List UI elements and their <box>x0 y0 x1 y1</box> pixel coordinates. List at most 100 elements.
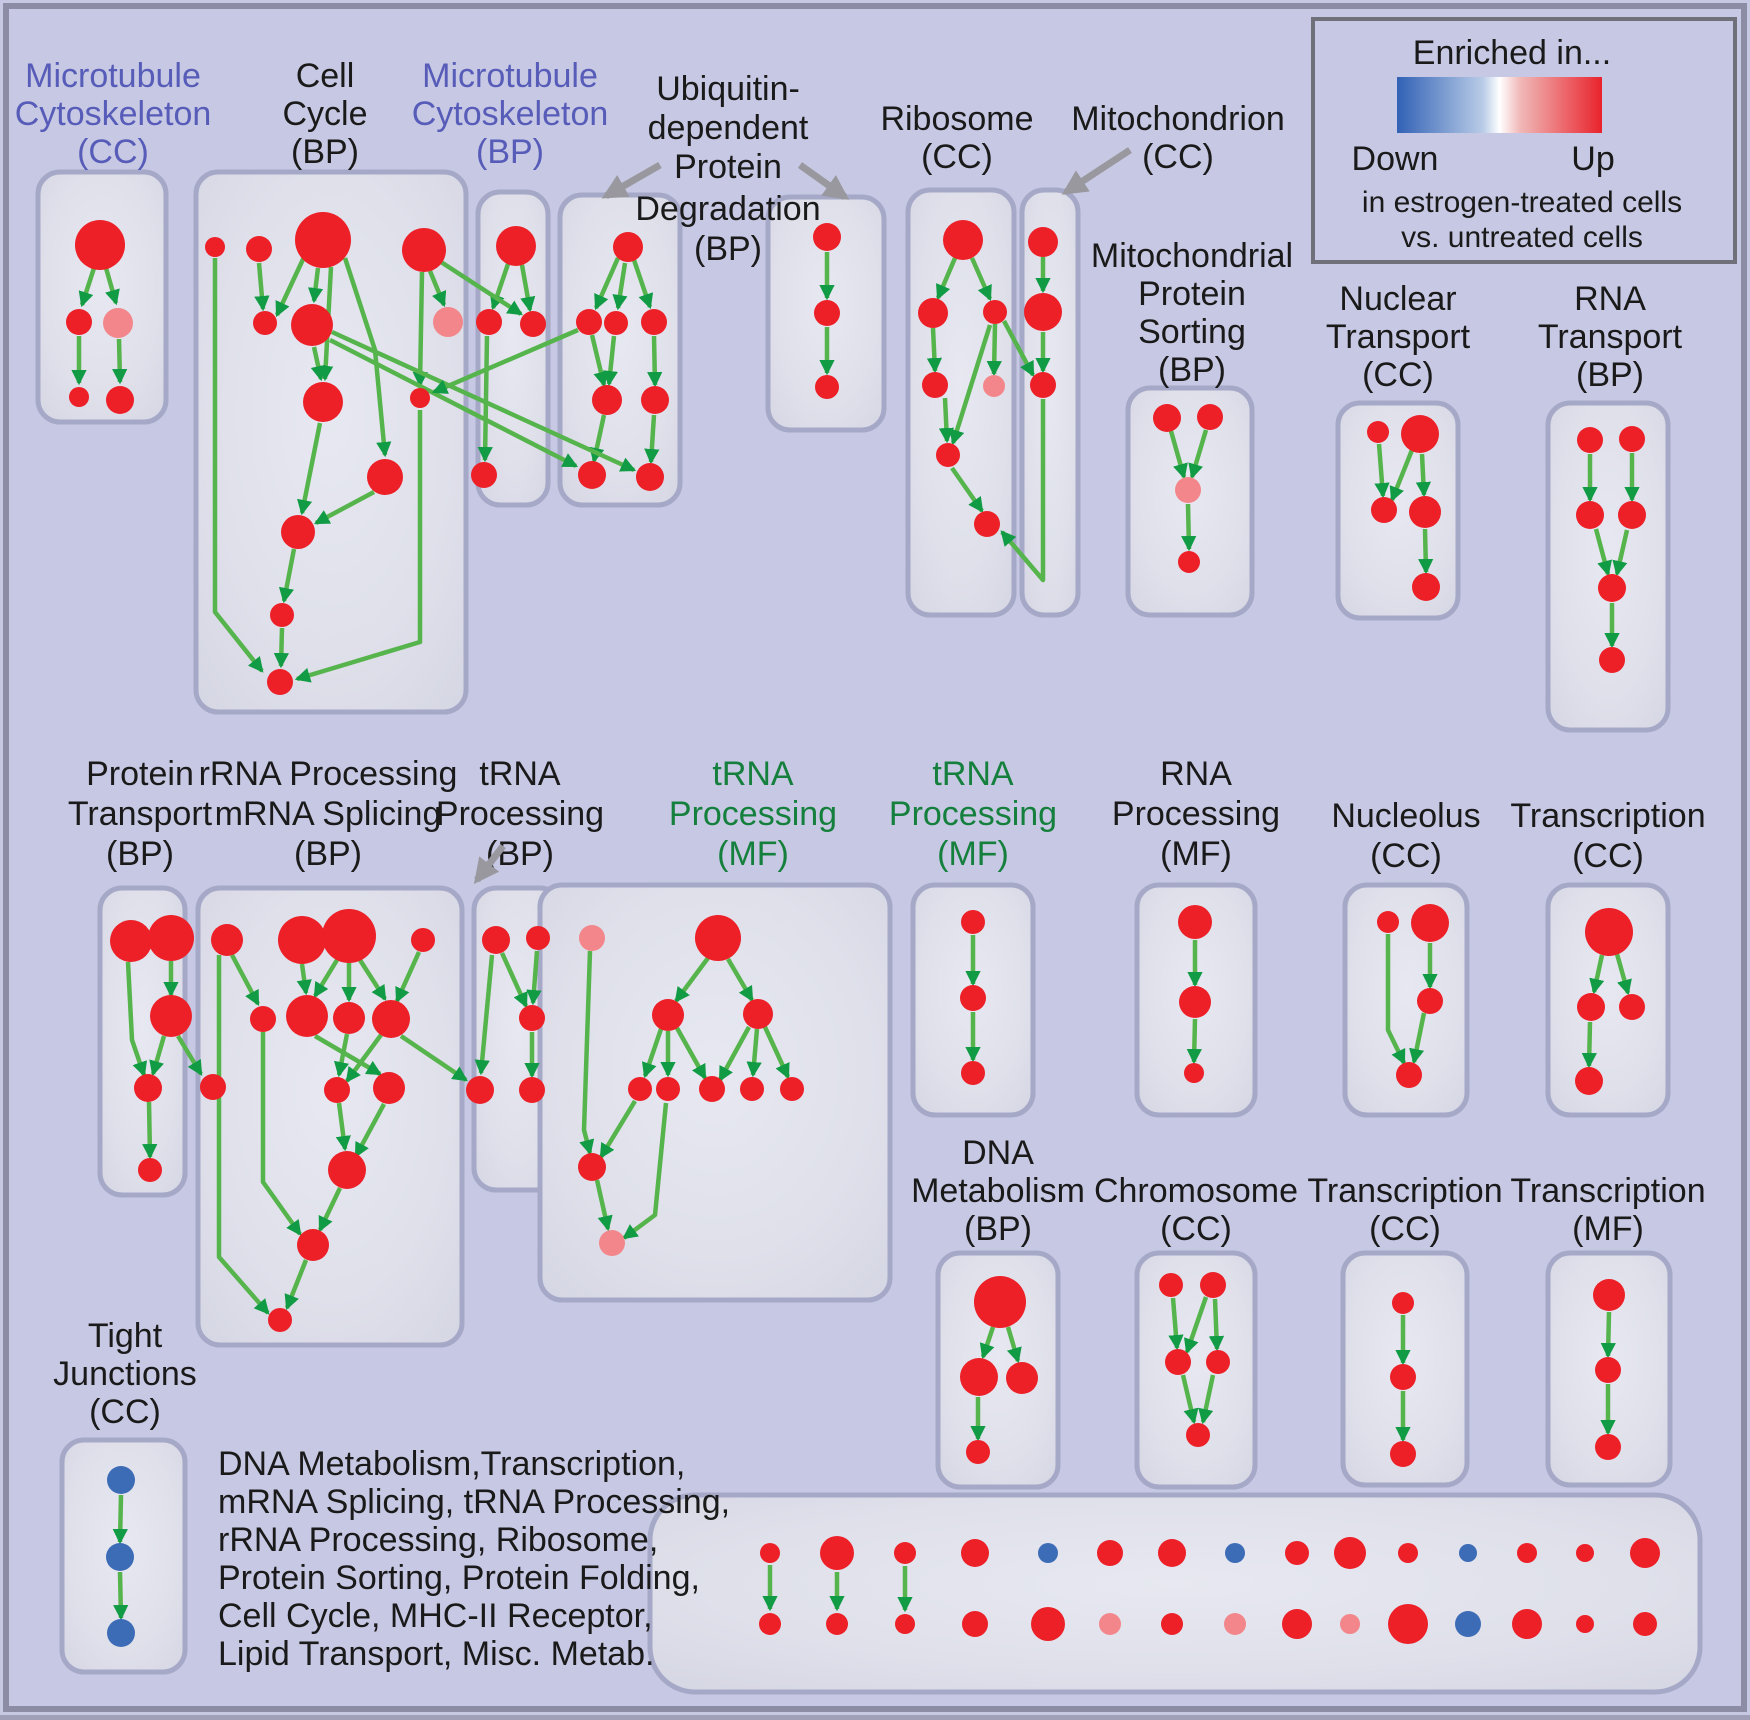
bottom-box-node-red <box>826 1613 848 1635</box>
trna-processing-mf-small-node <box>961 910 985 934</box>
rna-transport-bp-node <box>1576 501 1604 529</box>
nucleolus-cc-edge <box>1385 934 1407 1066</box>
trna-processing-mf-small-node <box>961 1061 985 1085</box>
rna-transport-bp-node <box>1618 501 1646 529</box>
trna-processing-mf-large-node <box>743 999 773 1029</box>
ubiquitin-bp-right-label: Ubiquitin- <box>656 70 800 108</box>
microtubule-cc-node <box>103 308 133 338</box>
cell-cycle-bp-edge <box>274 254 308 318</box>
legend-up-label: Up <box>1571 140 1614 178</box>
chromosome-cc-edge <box>1184 1296 1209 1355</box>
rna-processing-mf-label: Processing <box>1112 795 1280 833</box>
rrna-mrna-bp-edge <box>335 1102 351 1152</box>
ubiquitin-bp-left-edge <box>612 262 628 311</box>
ubiquitin-bp-left-node <box>641 309 667 335</box>
cross-cluster-edge <box>431 327 579 395</box>
chromosome-cc-edge <box>1208 1298 1225 1352</box>
nuclear-transport-cc-node <box>1367 421 1389 443</box>
cell-cycle-bp-edge <box>427 270 447 308</box>
chromosome-cc-edge <box>1198 1374 1216 1425</box>
trna-processing-mf-large-node <box>579 925 605 951</box>
rrna-mrna-bp-edge <box>354 1102 386 1159</box>
rna-transport-bp-label: Transport <box>1538 318 1683 356</box>
misc-categories-text: DNA Metabolism,Transcription, <box>218 1445 685 1483</box>
ubiquitin-bp-right-node <box>814 300 840 326</box>
bottom-box-node-blue <box>1459 1544 1477 1562</box>
cell-cycle-bp-node <box>281 515 315 549</box>
rrna-mrna-bp-edge <box>284 1259 309 1311</box>
chromosome-cc-node <box>1159 1273 1183 1297</box>
trna-processing-mf-large-node <box>578 1153 606 1181</box>
mitochondrion-callout-arrow <box>1061 147 1132 195</box>
microtubule-cc-edge <box>103 267 120 306</box>
cross-cluster-edge <box>176 1034 203 1076</box>
bottom-box-node-red <box>1161 1613 1183 1635</box>
dna-metabolism-bp-label: DNA <box>962 1134 1034 1172</box>
legend-down-label: Down <box>1352 140 1439 178</box>
transcription-mf-node <box>1595 1357 1621 1383</box>
trna-processing-mf-large-edge <box>762 1026 791 1080</box>
cell-cycle-bp-edge <box>294 410 423 683</box>
microtubule-bp-node <box>476 309 502 335</box>
rna-transport-bp-label: (BP) <box>1576 356 1644 394</box>
legend-title: Enriched in... <box>1413 34 1611 72</box>
cell-cycle-bp-node <box>410 388 430 408</box>
ubiquitin-bp-right-label: dependent <box>648 109 809 147</box>
trna-processing-bp-node <box>526 926 550 950</box>
cell-cycle-bp-label: Cell <box>296 57 355 95</box>
bottom-box-node-red <box>759 1613 781 1635</box>
tight-junctions-cc-node <box>106 1543 134 1571</box>
mitochondrion-cc-node <box>1028 227 1058 257</box>
trna-processing-bp-edge <box>474 954 495 1076</box>
microtubule-cc-node <box>106 386 134 414</box>
trna-processing-mf-large-node <box>656 1077 680 1101</box>
ribosome-cc-label: Ribosome <box>880 100 1033 138</box>
nucleolus-cc-edge <box>1409 1012 1427 1065</box>
cell-cycle-bp-node <box>291 304 333 346</box>
legend-subtitle-line1: in estrogen-treated cells <box>1362 186 1682 219</box>
bottom-box-node-red <box>894 1542 916 1564</box>
trna-processing-mf-small-label: Processing <box>889 795 1057 833</box>
nuclear-transport-cc-node <box>1371 497 1397 523</box>
rrna-mrna-bp-node <box>211 924 243 956</box>
ribosome-cc-edge <box>950 466 984 513</box>
protein-transport-bp-label: Transport <box>68 795 213 833</box>
chromosome-cc-edge <box>1180 1374 1199 1425</box>
misc-categories-text: rRNA Processing, Ribosome, <box>218 1521 658 1559</box>
cross-cluster-edge <box>331 329 637 473</box>
trna-processing-bp-edge <box>499 952 529 1009</box>
trna-processing-bp-label: tRNA <box>479 755 561 793</box>
cell-cycle-bp-edge <box>273 627 289 669</box>
nuclear-transport-cc-node <box>1401 415 1439 453</box>
microtubule-bp-node <box>496 226 536 266</box>
rna-transport-bp-node <box>1598 574 1626 602</box>
edges-layer <box>71 252 1640 1621</box>
nuclear-transport-cc-edge <box>1415 453 1432 498</box>
chromosome-cc-node <box>1186 1423 1210 1447</box>
rrna-mrna-bp-edge <box>358 958 387 1001</box>
transcription-cc-mid-node <box>1577 993 1605 1021</box>
mitochondrion-cc-node <box>1024 293 1062 331</box>
mito-protein-sorting-bp-edge <box>1181 503 1197 552</box>
transcription-mf-edge <box>1600 1311 1616 1359</box>
mito-protein-sorting-bp-node <box>1175 477 1201 503</box>
legend-subtitle-line2: vs. untreated cells <box>1401 221 1643 254</box>
trna-processing-mf-small-label: (MF) <box>937 835 1009 873</box>
ubiquitin-bp-left-edge <box>602 335 618 387</box>
nuclear-transport-cc-label: Transport <box>1326 318 1471 356</box>
nuclear-transport-cc-edge <box>1418 528 1434 575</box>
figure-outer-border <box>3 3 1747 1712</box>
cell-cycle-bp-edge <box>307 267 324 304</box>
bottom-box-node-red <box>1334 1537 1366 1569</box>
rrna-mrna-bp-node <box>200 1074 226 1100</box>
trna-processing-mf-large-node <box>740 1077 764 1101</box>
transcription-cc-bottom-node <box>1390 1364 1416 1390</box>
ubiquitin-bp-right-node <box>813 223 841 251</box>
rrna-mrna-bp-edge <box>333 1033 350 1078</box>
bottom-box-node-red <box>1512 1609 1542 1639</box>
cell-cycle-bp-node <box>367 459 403 495</box>
bottom-box-node-red <box>961 1539 989 1567</box>
rrna-mrna-bp-node <box>411 928 435 952</box>
chromosome-cc-label: Chromosome <box>1094 1172 1298 1210</box>
mito-protein-sorting-bp-edge <box>1188 429 1209 480</box>
